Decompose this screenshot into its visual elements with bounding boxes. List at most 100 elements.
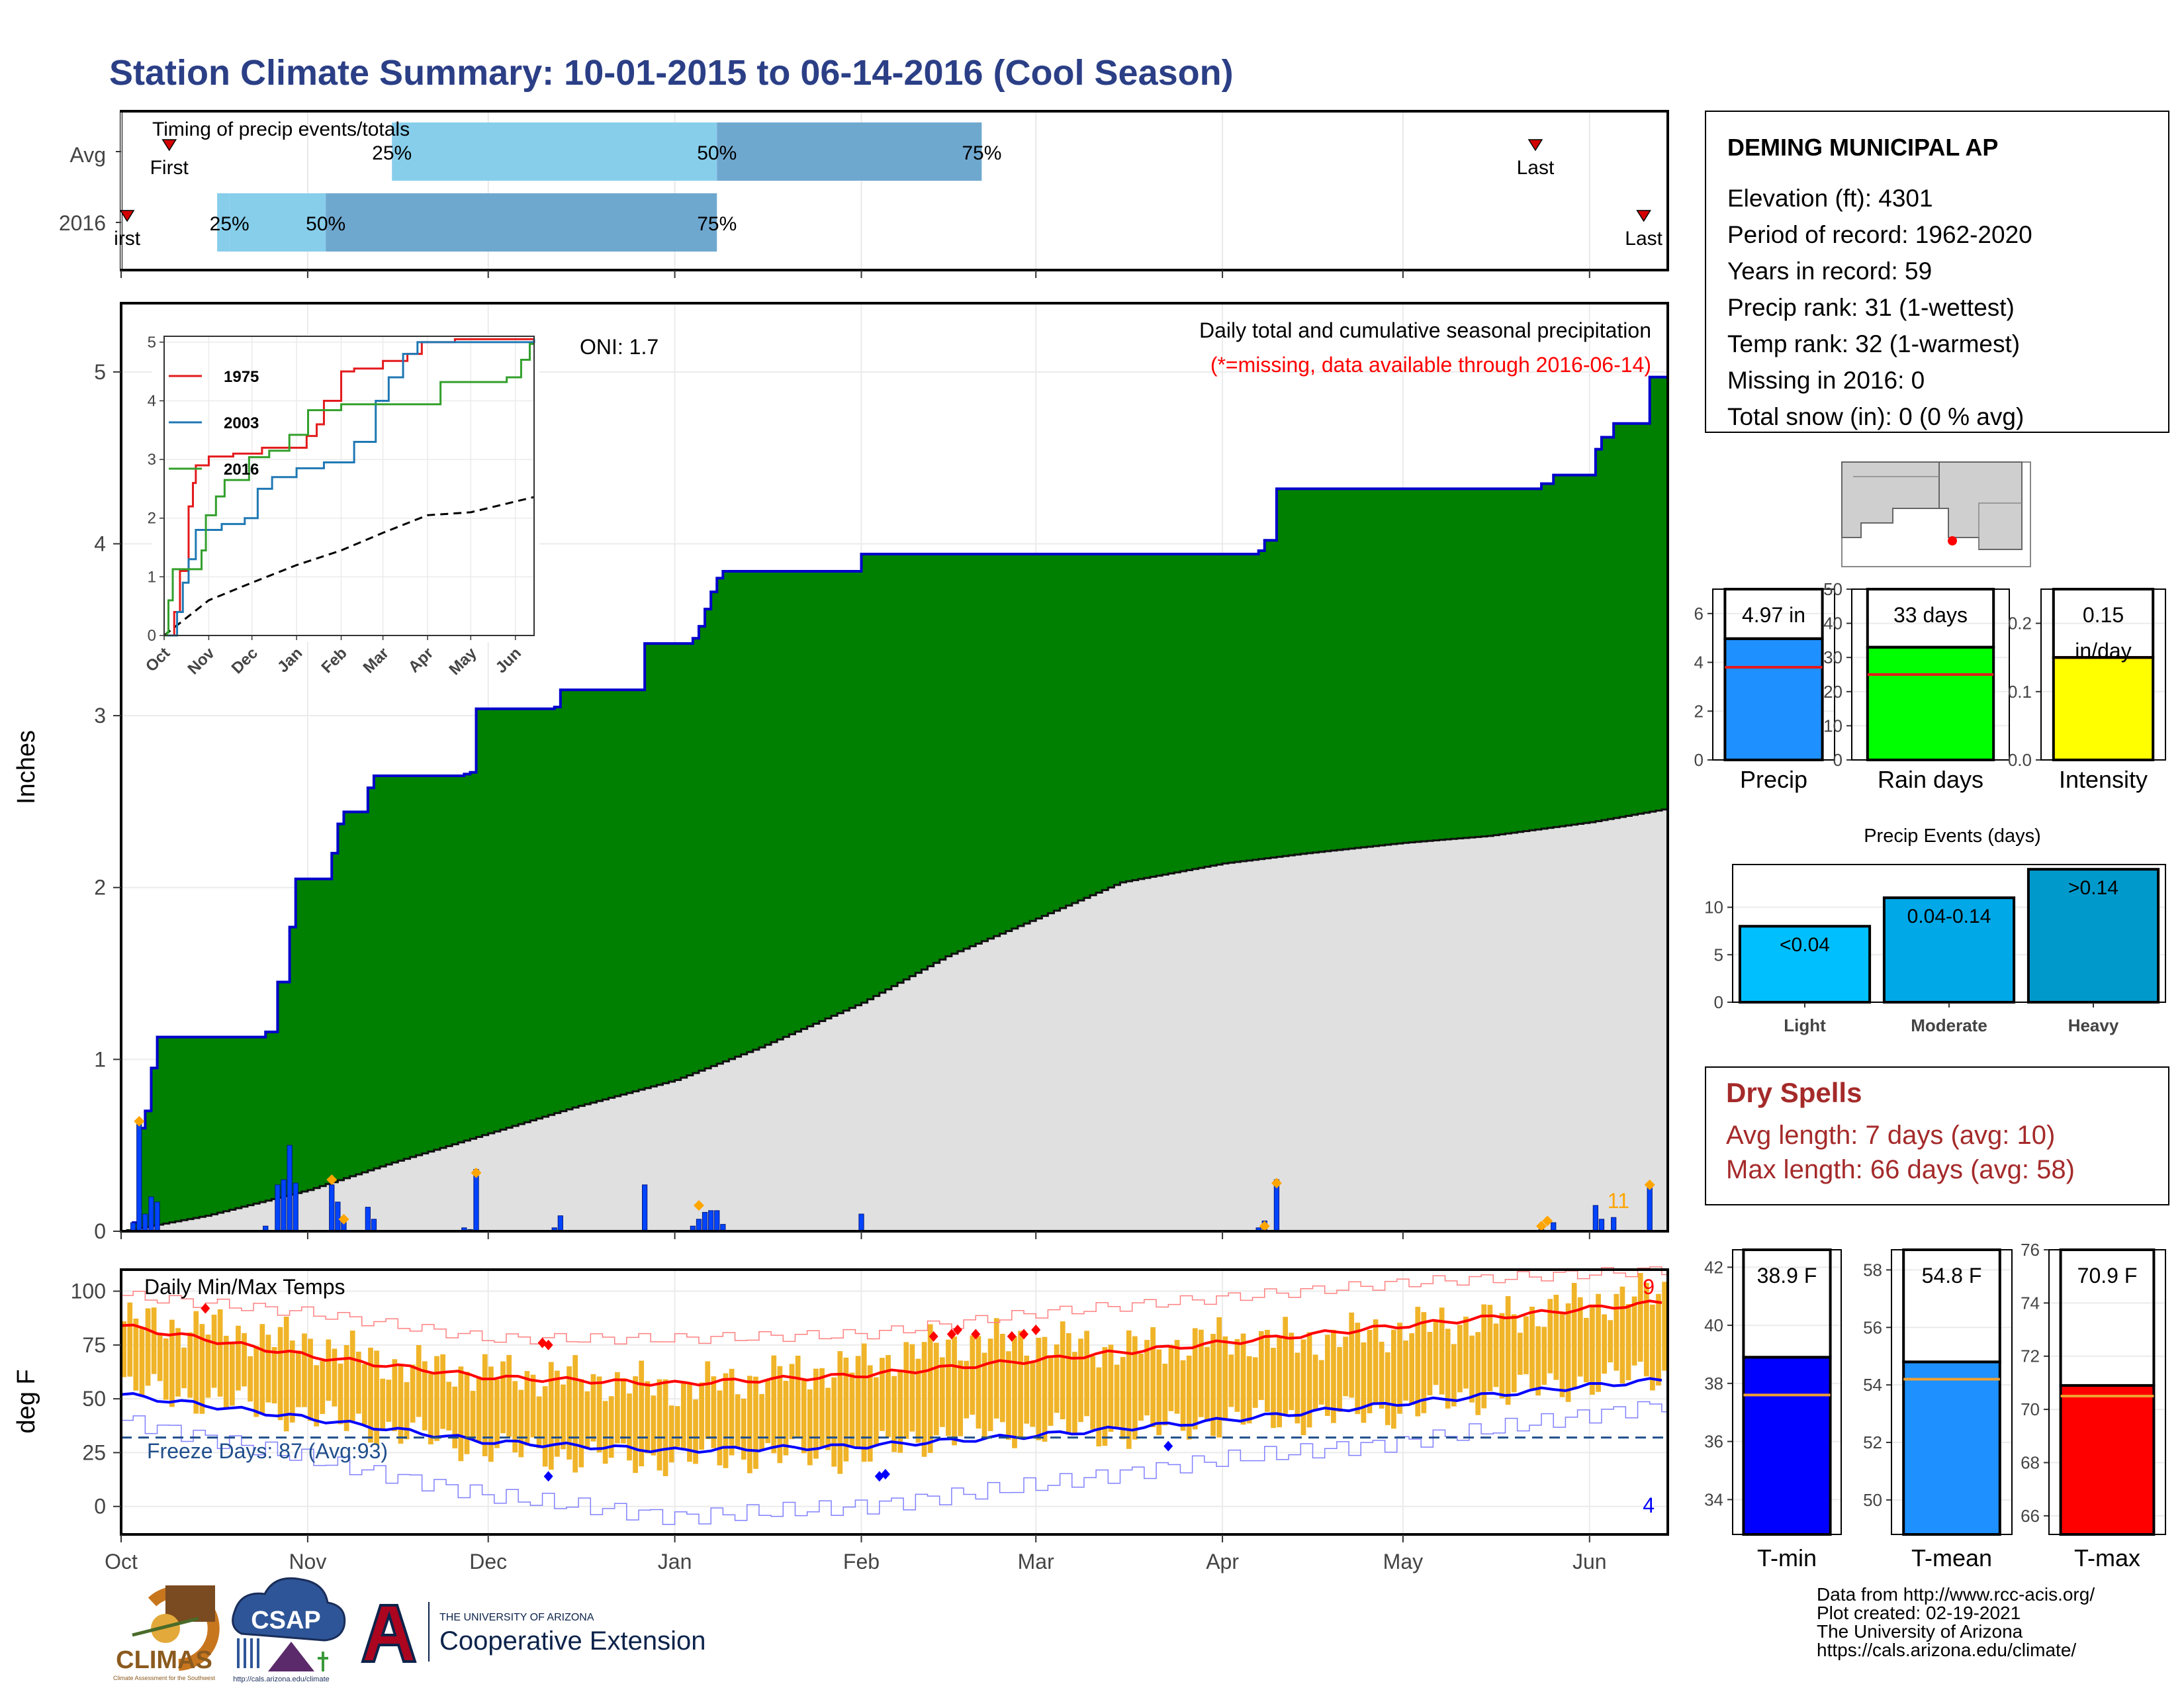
daily-temp-bar <box>1277 1336 1282 1428</box>
inset-ytick-label: 2 <box>148 510 156 528</box>
daily-temp-bar <box>958 1360 964 1436</box>
daily-temp-bar <box>296 1350 301 1407</box>
daily-temp-bar <box>265 1335 271 1403</box>
locator-map <box>1841 461 2031 567</box>
month-label: Oct <box>105 1550 138 1573</box>
daily-temp-bar <box>145 1308 151 1386</box>
daily-temp-bar <box>1656 1293 1661 1386</box>
daily-precip-bar <box>136 1121 142 1232</box>
daily-temp-bar <box>1150 1327 1156 1428</box>
daily-temp-bar <box>1625 1304 1631 1381</box>
daily-temp-bar <box>1306 1332 1312 1428</box>
record-high-marker <box>952 1325 962 1336</box>
daily-temp-bar <box>1481 1304 1487 1409</box>
summary-chart-tmean: 50 52 54 56 58 54.8 F T-mean <box>1863 1248 2013 1571</box>
daily-temp-bar <box>1216 1317 1222 1438</box>
daily-temp-bar <box>1415 1307 1421 1417</box>
daily-temp-bar <box>1318 1360 1324 1405</box>
daily-temp-bar <box>1541 1327 1547 1385</box>
credit-line-3: The University of Arizona <box>1817 1621 2023 1642</box>
inset-ytick-label: 1 <box>148 568 156 586</box>
daily-temp-bar <box>169 1319 175 1407</box>
summary-value-intensity: 0.15 <box>2083 603 2124 627</box>
daily-temp-bar <box>777 1366 783 1464</box>
daily-temp-bar <box>422 1361 428 1430</box>
map-state-lines <box>1853 476 2022 549</box>
daily-temp-bar <box>921 1342 927 1457</box>
daily-temp-bar <box>1030 1361 1036 1427</box>
daily-temp-bar <box>1475 1332 1481 1415</box>
ua-logo: THE UNIVERSITY OF ARIZONA Cooperative Ex… <box>361 1602 705 1663</box>
daily-precip-bar <box>641 1184 648 1232</box>
summary-label-intensity: Intensity <box>2059 766 2148 793</box>
daily-temp-bar <box>1511 1314 1517 1393</box>
daily-temp-bar <box>242 1333 247 1387</box>
daily-temp-bar <box>314 1365 320 1427</box>
timing-row-2016: 2016 <box>59 211 106 235</box>
daily-precip-bar <box>148 1196 154 1232</box>
daily-temp-bar <box>1138 1353 1144 1421</box>
daily-temp-bar <box>1060 1321 1066 1420</box>
summary-ytick-label: 40 <box>1823 614 1843 633</box>
daily-temp-bar <box>440 1354 445 1429</box>
month-label: Nov <box>289 1550 326 1573</box>
summary-ytick-label: 68 <box>2021 1452 2040 1472</box>
daily-temp-bar <box>1361 1342 1367 1423</box>
daily-temp-bar <box>855 1356 861 1449</box>
timing-bar-q25-q50 <box>392 122 717 181</box>
daily-temp-bar <box>271 1346 277 1404</box>
daily-temp-bar <box>1397 1323 1402 1414</box>
month-label: Jun <box>1572 1550 1607 1573</box>
daily-temp-bar <box>1487 1305 1493 1391</box>
summary-bar-tmax <box>2059 1383 2156 1536</box>
ua-block-a-icon <box>361 1604 417 1663</box>
events-ytick-label: 0 <box>1714 992 1723 1012</box>
daily-precip-bar <box>142 1213 148 1232</box>
daily-precip-marker <box>1536 1221 1547 1232</box>
precip-ytick-label: 4 <box>94 532 106 555</box>
month-label: Feb <box>843 1550 880 1573</box>
daily-temp-bar <box>181 1347 187 1389</box>
timing-pct-label: 25% <box>372 142 412 164</box>
daily-temp-bar <box>567 1366 572 1460</box>
precip-events-title: Precip Events (days) <box>1864 825 2041 847</box>
daily-temp-bar <box>621 1378 626 1444</box>
summary-ytick-label: 20 <box>1823 682 1843 702</box>
daily-temp-bar <box>1210 1334 1216 1436</box>
temp-ytick-label: 75 <box>82 1333 106 1357</box>
summary-bar-tmean <box>1902 1360 2001 1536</box>
daily-temp-bar <box>1228 1354 1234 1407</box>
daily-temp-bar <box>1379 1341 1385 1409</box>
temp-ytick-label: 0 <box>94 1495 106 1519</box>
daily-precip-marker <box>693 1200 704 1211</box>
daily-temp-bar <box>795 1355 801 1438</box>
daily-temp-bar <box>1222 1336 1228 1421</box>
daily-temp-bar <box>693 1399 698 1464</box>
daily-temp-bar <box>1439 1307 1445 1395</box>
daily-temp-bar <box>831 1377 837 1467</box>
events-bar-heavy <box>2026 868 2160 1004</box>
average-cumulative-line <box>121 808 1669 1233</box>
summary-bar-raindays <box>1866 645 1995 761</box>
summary-value-precip: 4.97 in <box>1742 603 1805 627</box>
daily-temp-bar <box>410 1364 416 1423</box>
daily-temp-bar <box>1662 1282 1667 1371</box>
record-low-count: 4 <box>1643 1493 1655 1517</box>
daily-temp-bar <box>1012 1336 1017 1448</box>
station-line-elevation: Elevation (ft): 4301 <box>1727 185 1933 212</box>
daily-temp-bar <box>987 1338 993 1431</box>
summary-plot-frame-raindays <box>1851 588 2010 761</box>
daily-temp-bar <box>783 1380 789 1456</box>
daily-temp-bar <box>1252 1357 1258 1408</box>
station-location-marker <box>1948 536 1957 545</box>
daily-temp-bar <box>308 1338 313 1421</box>
summary-ytick-label: 56 <box>1863 1317 1882 1337</box>
month-label: Mar <box>1018 1550 1054 1573</box>
csap-logo-text: CSAP <box>251 1607 321 1634</box>
daily-temp-bar <box>1524 1316 1529 1374</box>
record-low-marker <box>1163 1440 1173 1452</box>
daily-temp-bar <box>1337 1346 1342 1412</box>
daily-temp-bar <box>482 1354 488 1456</box>
csap-mountain-icon <box>268 1642 314 1671</box>
daily-temp-bar <box>1571 1283 1577 1389</box>
